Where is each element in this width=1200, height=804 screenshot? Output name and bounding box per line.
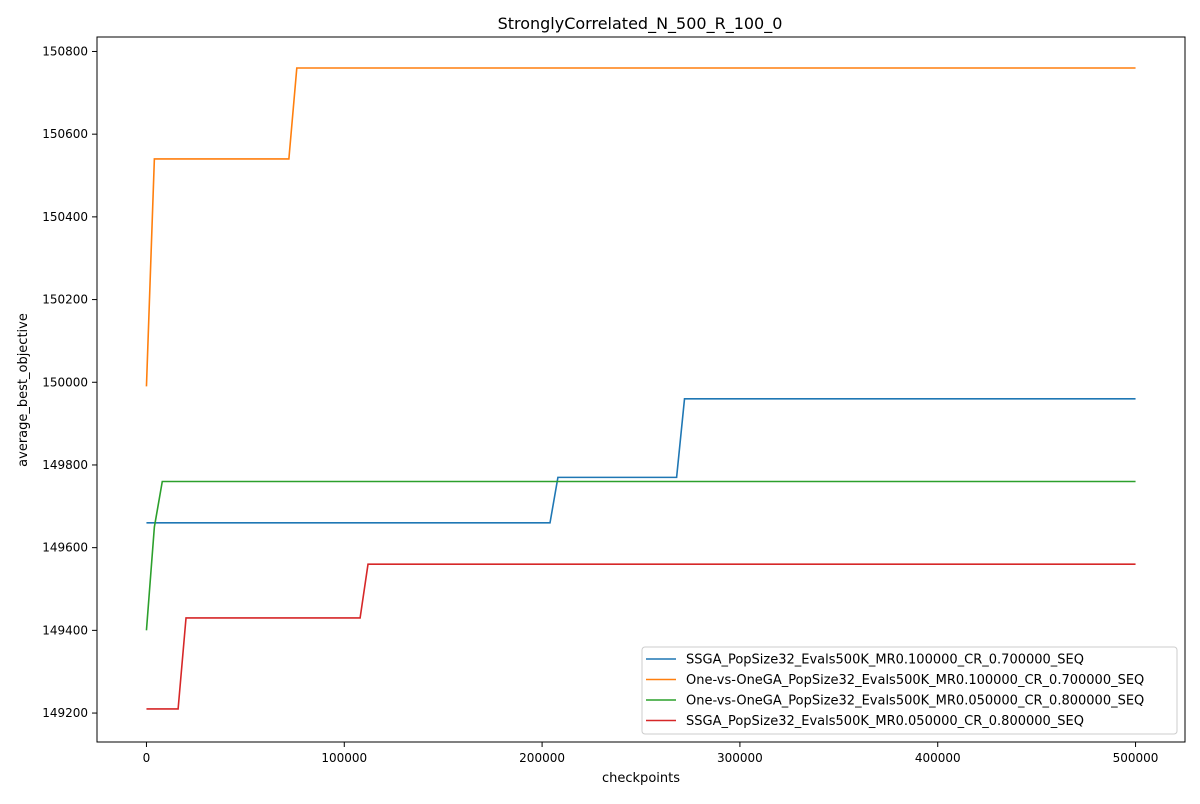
- series-line-1: [146, 397, 1136, 524]
- y-tick-label: 150800: [42, 44, 88, 58]
- x-tick-label: 400000: [915, 751, 961, 765]
- x-tick-label: 500000: [1113, 751, 1159, 765]
- legend-frame: [641, 646, 1178, 735]
- x-axis-ticks: 0 100000 200000 300000 400000 500000: [143, 742, 1159, 765]
- x-axis-label: checkpoints: [602, 771, 680, 786]
- y-tick-label: 149400: [42, 623, 88, 637]
- y-axis-label: average_best_objective: [16, 313, 31, 467]
- plot-lines: [145, 67, 1136, 710]
- y-tick-label: 150600: [42, 127, 88, 141]
- legend-entry-2: One-vs-OneGA_PopSize32_Evals500K_MR0.100…: [686, 673, 1144, 688]
- y-axis-ticks: 149200 149400 149600 149800 150000 150200 1504…: [42, 44, 97, 720]
- chart-title: StronglyCorrelated_N_500_R_100_0: [498, 14, 783, 34]
- plot-frame: [96, 36, 1186, 743]
- x-tick-label: 200000: [519, 751, 565, 765]
- series-line-2: [145, 67, 1136, 387]
- y-tick-label: 150000: [42, 375, 88, 389]
- y-tick-label: 149600: [42, 541, 88, 555]
- y-tick-label: 150400: [42, 210, 88, 224]
- y-tick-label: 149800: [42, 458, 88, 472]
- series-line-4: [146, 563, 1136, 710]
- x-tick-label: 300000: [717, 751, 763, 765]
- x-tick-label: 0: [143, 751, 151, 765]
- legend: SSGA_PopSize32_Evals500K_MR0.100000_CR_0…: [641, 646, 1178, 735]
- y-tick-label: 150200: [42, 293, 88, 307]
- x-tick-label: 100000: [321, 751, 367, 765]
- legend-entry-4: SSGA_PopSize32_Evals500K_MR0.050000_CR_0…: [686, 714, 1084, 729]
- legend-entry-1: SSGA_PopSize32_Evals500K_MR0.100000_CR_0…: [686, 653, 1084, 668]
- y-tick-label: 149200: [42, 706, 88, 720]
- series-line-3: [145, 480, 1136, 631]
- legend-entry-3: One-vs-OneGA_PopSize32_Evals500K_MR0.050…: [686, 694, 1144, 709]
